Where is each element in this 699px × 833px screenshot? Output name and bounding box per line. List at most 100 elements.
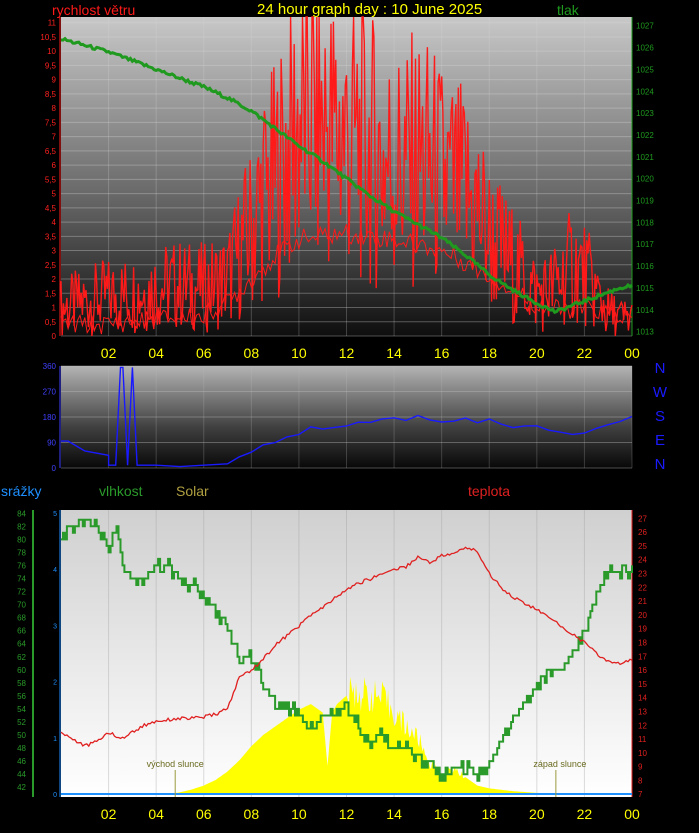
temp-y-ticks: 7 8 9 10 11 12 13 14 15 16 17 18 19 20 21 22 23 24 25 26 27 xyxy=(638,514,647,799)
temp-tick-label: 20 xyxy=(638,611,647,620)
pressure-tick-label: 1014 xyxy=(636,306,654,315)
humidity-tick-label: 72 xyxy=(17,588,26,597)
humidity-tick-label: 48 xyxy=(17,744,26,753)
wind-tick-label: 3 xyxy=(52,247,57,256)
humidity-tick-label: 66 xyxy=(17,627,26,636)
page-title: 24 hour graph day : 10 June 2025 xyxy=(257,1,482,18)
x-tick-label: 00 xyxy=(624,345,640,361)
direction-y-ticks: 0 90 180 270 360 xyxy=(43,362,57,473)
wind-tick-label: 4 xyxy=(52,218,57,227)
wind-tick-label: 6 xyxy=(52,161,57,170)
temp-tick-label: 8 xyxy=(638,776,643,785)
wind-tick-label: 7,5 xyxy=(45,118,57,127)
x-tick-label: 18 xyxy=(481,345,497,361)
direction-grid xyxy=(61,365,633,469)
rain-tick-label: 2 xyxy=(53,680,57,687)
humidity-tick-label: 78 xyxy=(17,548,26,557)
x-tick-label: 22 xyxy=(577,806,593,822)
direction-tick-label: 90 xyxy=(47,439,56,448)
wind-tick-label: 2,5 xyxy=(45,261,57,270)
wind-tick-label: 5,5 xyxy=(45,175,57,184)
temp-tick-label: 13 xyxy=(638,707,647,716)
temp-x-ticks: 02 04 06 08 10 12 14 16 18 20 22 00 xyxy=(101,806,640,822)
humidity-tick-label: 58 xyxy=(17,679,26,688)
temp-tick-label: 19 xyxy=(638,625,647,634)
x-tick-label: 02 xyxy=(101,806,117,822)
wind-average-series xyxy=(60,224,633,335)
x-tick-label: 12 xyxy=(339,806,355,822)
humidity-tick-label: 46 xyxy=(17,757,26,766)
wind-y-ticks: 0 0,5 1 1,5 2 2,5 3 3,5 4 4,5 5 5,5 6 6,5 7 7,5 8 8,5 9 9,5… xyxy=(40,19,56,341)
pressure-tick-label: 1015 xyxy=(636,284,654,293)
humidity-tick-label: 62 xyxy=(17,653,26,662)
wind-tick-label: 8 xyxy=(52,104,57,113)
x-tick-label: 18 xyxy=(481,806,497,822)
x-tick-label: 20 xyxy=(529,806,545,822)
solar-series xyxy=(61,677,632,794)
wind-tick-label: 6,5 xyxy=(45,147,57,156)
sunrise-marker: východ slunce xyxy=(147,759,204,797)
compass-label: S xyxy=(655,408,665,425)
wind-tick-label: 10 xyxy=(47,47,56,56)
compass-label: N xyxy=(655,456,666,473)
wind-direction-series xyxy=(61,366,633,468)
temperature-series xyxy=(60,546,633,748)
rain-tick-label: 1 xyxy=(53,736,57,743)
x-tick-label: 12 xyxy=(339,345,355,361)
pressure-tick-label: 1026 xyxy=(636,44,654,53)
temp-tick-label: 11 xyxy=(638,735,647,744)
pressure-label: tlak xyxy=(557,2,580,18)
x-tick-label: 16 xyxy=(434,345,450,361)
wind-tick-label: 3,5 xyxy=(45,232,57,241)
temp-tick-label: 22 xyxy=(638,583,647,592)
sunset-label: západ slunce xyxy=(533,759,586,769)
direction-plot-background xyxy=(61,366,632,468)
pressure-tick-label: 1022 xyxy=(636,131,654,140)
x-tick-label: 08 xyxy=(244,806,260,822)
rain-tick-label: 0 xyxy=(53,792,57,799)
temp-tick-label: 27 xyxy=(638,514,647,523)
pressure-tick-label: 1017 xyxy=(636,240,654,249)
wind-tick-label: 0,5 xyxy=(45,318,57,327)
temp-tick-label: 25 xyxy=(638,542,647,551)
wind-tick-label: 10,5 xyxy=(40,33,56,42)
temp-tick-label: 24 xyxy=(638,556,647,565)
x-tick-label: 10 xyxy=(291,345,307,361)
humidity-tick-label: 84 xyxy=(17,509,26,518)
x-tick-label: 22 xyxy=(577,345,593,361)
x-tick-label: 06 xyxy=(196,806,212,822)
pressure-tick-label: 1025 xyxy=(636,65,654,74)
x-tick-label: 14 xyxy=(386,345,402,361)
pressure-series xyxy=(60,36,633,315)
pressure-tick-label: 1016 xyxy=(636,262,654,271)
pressure-tick-label: 1018 xyxy=(636,218,654,227)
temp-tick-label: 18 xyxy=(638,638,647,647)
direction-tick-label: 180 xyxy=(43,413,57,422)
wind-tick-label: 1,5 xyxy=(45,289,57,298)
rain-tick-label: 3 xyxy=(53,623,57,630)
wind-tick-label: 5 xyxy=(52,190,57,199)
wind-tick-label: 0 xyxy=(52,332,57,341)
rain-tick-label: 4 xyxy=(53,567,57,574)
sunset-marker: západ slunce xyxy=(533,759,586,797)
direction-tick-label: 270 xyxy=(43,388,57,397)
humidity-tick-label: 80 xyxy=(17,535,26,544)
wind-tick-label: 2 xyxy=(52,275,57,284)
humidity-label: vlhkost xyxy=(99,483,143,499)
pressure-tick-label: 1027 xyxy=(636,22,654,31)
humidity-tick-label: 70 xyxy=(17,601,26,610)
direction-tick-label: 0 xyxy=(52,464,57,473)
temp-tick-label: 23 xyxy=(638,569,647,578)
pressure-y-ticks: 1013 1014 1015 1016 1017 1018 1019 1020 1021 1022… xyxy=(636,22,654,337)
pressure-tick-label: 1021 xyxy=(636,153,654,162)
x-tick-label: 00 xyxy=(624,806,640,822)
wind-tick-label: 9 xyxy=(52,76,57,85)
humidity-tick-label: 50 xyxy=(17,731,26,740)
wind-tick-label: 8,5 xyxy=(45,90,57,99)
humidity-tick-label: 60 xyxy=(17,666,26,675)
humidity-tick-label: 76 xyxy=(17,561,26,570)
sunrise-label: východ slunce xyxy=(147,759,204,769)
humidity-series xyxy=(61,518,633,782)
